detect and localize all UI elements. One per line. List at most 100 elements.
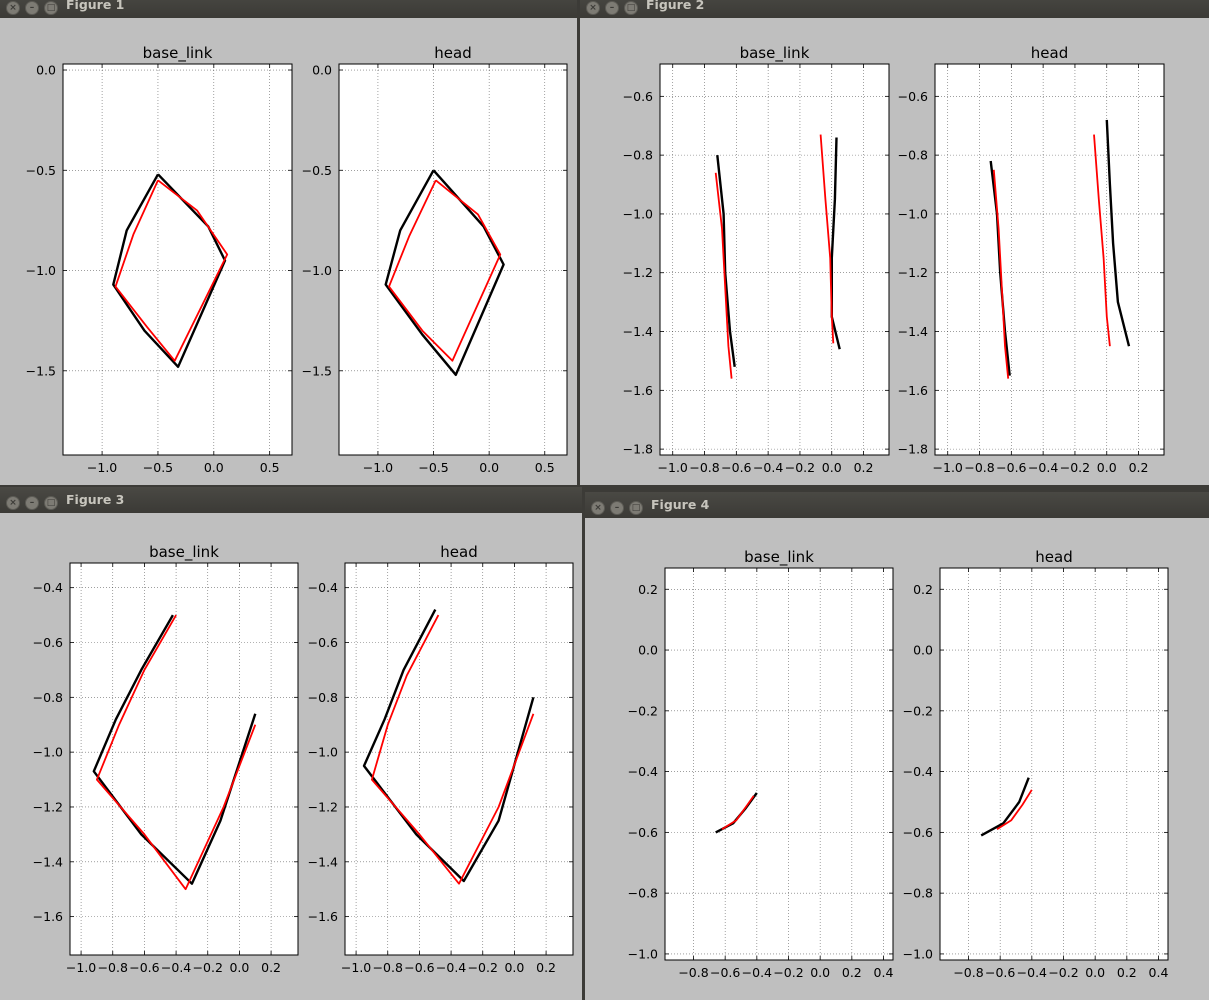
maximize-icon[interactable]: □: [629, 501, 643, 515]
x-tick-label: −1.0: [341, 960, 371, 975]
minimize-icon[interactable]: –: [610, 501, 624, 515]
maximize-icon[interactable]: □: [44, 496, 58, 510]
y-tick-label: −1.6: [308, 909, 338, 924]
figure-canvas: −1.0 −0.8 −0.6 −0.4 −0.2 0.0 0.2 −0.6 −0.8 −1.0 −1…: [580, 18, 1209, 485]
x-tick-label: 0.4: [874, 965, 894, 980]
axes-frame: [69, 562, 299, 956]
x-tick-label: −0.6: [129, 960, 159, 975]
series-line-red: [1093, 134, 1111, 347]
x-tick-label: 0.2: [1117, 965, 1137, 980]
y-tick-label: −1.5: [302, 363, 332, 378]
y-tick-label: −1.8: [898, 442, 928, 457]
series-line-red: [996, 789, 1033, 831]
close-icon[interactable]: ×: [586, 1, 600, 15]
y-tick-label: −0.6: [623, 89, 653, 104]
x-tick-label: −0.2: [193, 960, 223, 975]
y-tick-label: −0.8: [898, 148, 928, 163]
x-tick-label: −0.8: [953, 965, 983, 980]
minimize-icon[interactable]: –: [25, 496, 39, 510]
y-tick-label: −1.6: [898, 383, 928, 398]
subplot-head: −0.8 −0.6 −0.4 −0.2 0.0 0.2 0.40.20.0−0.2−0.4−…: [903, 548, 1169, 980]
maximize-icon[interactable]: □: [624, 1, 638, 15]
figure-window-4: × – □ Figure 4 −0.8 −0.6 −0.4 −0.2 0.0 0.2 0.4 0.…: [585, 492, 1209, 1000]
series-line-red: [114, 179, 229, 362]
x-tick-label: −0.4: [161, 960, 191, 975]
y-tick-label: −0.8: [903, 886, 933, 901]
window-titlebar[interactable]: × – □ Figure 3: [0, 487, 582, 513]
x-tick-label: 0.2: [1129, 460, 1149, 475]
figure-canvas: −1.0 −0.5 0.0 0.5 0.0 −0.5 −1.0 −1.5 base_link −1…: [0, 18, 577, 485]
series-line-black: [980, 777, 1030, 837]
y-tick-label: 0.2: [913, 582, 933, 597]
y-tick-label: −0.6: [898, 89, 928, 104]
y-tick-label: −1.2: [308, 799, 338, 814]
y-tick-label: −0.4: [903, 764, 933, 779]
x-tick-label: 0.0: [504, 960, 524, 975]
x-tick-label: 0.4: [1149, 965, 1169, 980]
x-tick-label: −0.2: [468, 960, 498, 975]
x-tick-label: −0.2: [1060, 460, 1090, 475]
window-titlebar[interactable]: × – □ Figure 4: [585, 492, 1209, 518]
y-tick-label: −0.8: [33, 690, 63, 705]
window-title: Figure 2: [646, 0, 705, 12]
series-line-black: [1105, 119, 1131, 347]
close-icon[interactable]: ×: [6, 496, 20, 510]
y-tick-label: −1.5: [26, 363, 56, 378]
y-tick-label: −0.8: [628, 886, 658, 901]
y-tick-label: −0.5: [302, 163, 332, 178]
minimize-icon[interactable]: –: [605, 1, 619, 15]
y-tick-label: −1.0: [628, 946, 658, 961]
y-tick-label: −0.6: [33, 635, 63, 650]
subplot-base_link: −1.0 −0.8 −0.6 −0.4 −0.2 0.0 0.2−0.4−0.6−0.8−1…: [33, 543, 299, 975]
window-titlebar[interactable]: × – □ Figure 2: [580, 0, 1209, 18]
subplot-title: base_link: [740, 44, 810, 63]
x-tick-label: −0.6: [404, 960, 434, 975]
x-tick-label: −0.4: [436, 960, 466, 975]
y-tick-label: −1.0: [26, 263, 56, 278]
y-tick-label: −0.4: [33, 580, 63, 595]
y-tick-label: −1.0: [302, 263, 332, 278]
y-tick-label: −0.4: [308, 580, 338, 595]
x-tick-label: −0.6: [710, 965, 740, 980]
series-line-red: [992, 169, 1010, 379]
series-line-black: [830, 137, 841, 350]
window-title: Figure 3: [66, 492, 125, 507]
figure-svg: −1.0 −0.8 −0.6 −0.4 −0.2 0.0 0.2−0.4−0.6−0.8−1…: [33, 543, 574, 975]
close-icon[interactable]: ×: [6, 1, 20, 15]
y-tick-label: −1.8: [623, 442, 653, 457]
y-tick-label: −0.6: [903, 825, 933, 840]
y-tick-label: −1.6: [623, 383, 653, 398]
x-tick-label: 0.0: [1097, 460, 1117, 475]
y-tick-label: −1.0: [623, 206, 653, 221]
x-tick-label: 0.0: [479, 460, 499, 475]
figure-window-2: × – □ Figure 2 −1.0 −0.8 −0.6 −0.4 −0.2 0.0 0.2 −…: [580, 0, 1209, 485]
x-tick-label: 0.5: [535, 460, 555, 475]
x-tick-label: −0.5: [418, 460, 448, 475]
axes-background: [660, 64, 889, 455]
y-tick-label: −1.0: [903, 946, 933, 961]
figure-svg: −0.8 −0.6 −0.4 −0.2 0.0 0.2 0.40.20.0−0.2−0.4−…: [628, 548, 1169, 980]
subplot-base_link: −1.0 −0.5 0.0 0.5 0.0 −0.5 −1.0 −1.5 base_link: [26, 44, 293, 475]
maximize-icon[interactable]: □: [44, 1, 58, 15]
subplot-title: head: [1031, 44, 1068, 62]
x-tick-label: −0.8: [373, 960, 403, 975]
y-tick-label: −0.6: [308, 635, 338, 650]
window-title: Figure 1: [66, 0, 125, 12]
subplot-title: base_link: [744, 548, 814, 567]
minimize-icon[interactable]: –: [25, 1, 39, 15]
axes-background: [665, 568, 893, 960]
y-tick-label: −0.8: [308, 690, 338, 705]
x-tick-label: 0.0: [229, 960, 249, 975]
y-tick-label: −1.4: [308, 854, 338, 869]
axes-frame: [934, 63, 1165, 456]
x-tick-label: 0.2: [261, 960, 281, 975]
y-tick-label: −1.0: [308, 745, 338, 760]
y-tick-label: −0.2: [628, 703, 658, 718]
x-tick-label: −1.0: [363, 460, 393, 475]
x-tick-label: −0.6: [996, 460, 1026, 475]
close-icon[interactable]: ×: [591, 501, 605, 515]
window-title: Figure 4: [651, 497, 710, 512]
x-tick-label: −0.4: [753, 460, 783, 475]
x-tick-label: −0.4: [742, 965, 772, 980]
window-titlebar[interactable]: × – □ Figure 1: [0, 0, 577, 18]
